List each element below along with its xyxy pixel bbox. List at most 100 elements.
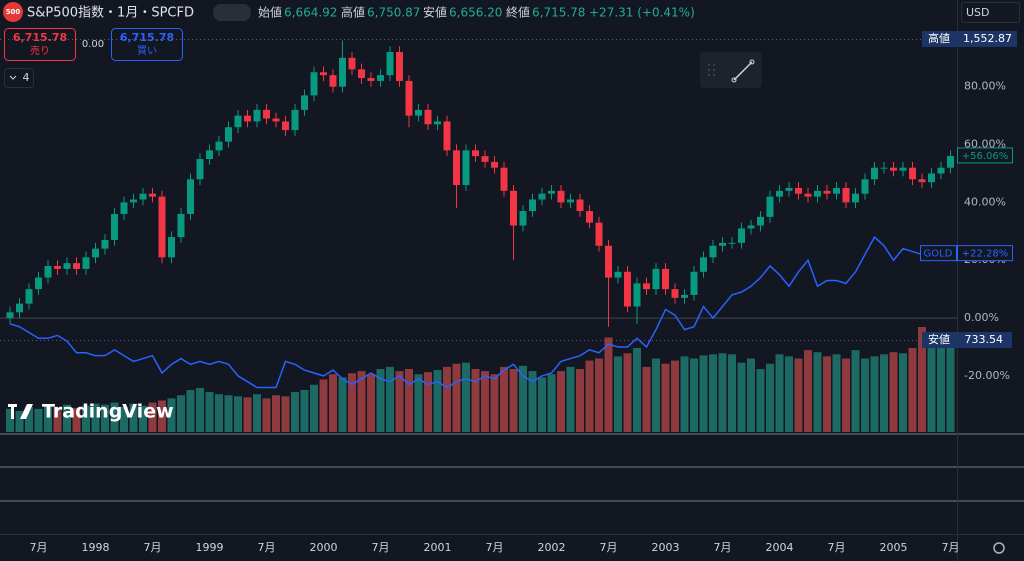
candle-body <box>253 109 261 122</box>
candle-body <box>92 248 99 258</box>
candle-body <box>833 187 840 194</box>
series-last-label: +22.28% <box>962 249 1009 260</box>
candle-body <box>348 57 356 70</box>
volume-bar <box>937 335 945 432</box>
candle-body <box>44 266 52 278</box>
volume-bar <box>585 360 594 432</box>
candle-body <box>386 52 394 76</box>
volume-bar <box>158 400 166 432</box>
candle-body <box>909 167 916 180</box>
volume-bar <box>718 353 727 432</box>
candle-body <box>6 312 14 319</box>
volume-bar <box>899 353 907 432</box>
symbol-logo[interactable] <box>3 2 23 22</box>
drawing-toolbar[interactable] <box>700 52 762 88</box>
volume-bar <box>91 403 100 432</box>
candle-body <box>633 283 641 307</box>
volume-bar <box>804 350 812 432</box>
volume-bar <box>272 395 280 432</box>
candle-body <box>567 199 574 203</box>
symbol-title[interactable]: S&P500指数・1月・SPCFD <box>27 6 194 21</box>
buy-price: 6,715.78 <box>120 31 174 44</box>
volume-bar <box>709 354 717 432</box>
candle-body <box>757 216 764 226</box>
volume-bar <box>82 405 90 432</box>
sell-button[interactable] <box>4 28 76 61</box>
change: +27.31 (+0.41%) <box>589 6 695 20</box>
candle-body <box>643 283 650 290</box>
high-marker-value: 1,552.87 <box>963 32 1012 45</box>
x-tick-label: 7月 <box>714 541 732 554</box>
series-name: GOLD <box>924 249 953 260</box>
volume-bar <box>623 353 632 432</box>
watermark-icon <box>11 404 14 419</box>
candle-body <box>586 211 593 223</box>
candle-body <box>538 193 546 200</box>
candle-body <box>339 57 346 87</box>
volume-bar <box>652 358 660 432</box>
watermark-icon <box>20 404 33 419</box>
candle-body <box>671 289 679 298</box>
volume-bar <box>642 366 651 432</box>
volume-bar <box>53 406 62 432</box>
volume-bar <box>889 352 898 432</box>
candle-body <box>472 150 479 157</box>
candle-body <box>899 167 907 171</box>
candle-body <box>424 109 432 125</box>
low-marker-value: 733.54 <box>965 333 1004 346</box>
candle-body <box>738 228 745 243</box>
candle-body <box>367 78 375 81</box>
low-marker-box <box>922 332 957 348</box>
candle-body <box>396 52 403 81</box>
candle-body <box>614 271 622 278</box>
candle-body <box>434 121 441 125</box>
volume-bar <box>443 366 451 432</box>
volume-bar <box>490 374 499 432</box>
trend-line-icon[interactable] <box>733 61 753 81</box>
candle-body <box>652 268 660 290</box>
volume-bar <box>908 348 917 432</box>
candle-body <box>415 109 422 116</box>
volume-bar <box>110 402 119 432</box>
indicators-count: 4 <box>23 71 30 84</box>
volume-bar <box>167 398 176 432</box>
volume-bar <box>139 405 147 432</box>
volume-bar <box>519 365 527 432</box>
volume-bar <box>671 360 679 432</box>
x-tick-label: 2002 <box>538 541 566 554</box>
volume-bar <box>576 369 584 432</box>
volume-bar <box>946 332 955 432</box>
volume-bar <box>300 390 309 432</box>
candle-body <box>73 263 80 269</box>
volume-bar <box>595 358 603 432</box>
candle-body <box>272 118 280 122</box>
x-tick-label: 7月 <box>600 541 618 554</box>
candle-body <box>871 167 878 180</box>
candle-body <box>358 69 365 79</box>
candle-body <box>709 245 717 258</box>
x-tick-label: 7月 <box>942 541 960 554</box>
volume-bar <box>291 392 299 432</box>
currency-button[interactable] <box>961 2 1020 23</box>
indicators-toggle[interactable] <box>4 68 34 88</box>
icon-dot <box>749 59 755 65</box>
volume-bar <box>481 371 489 432</box>
volume-bar <box>129 403 138 432</box>
candle-body <box>500 167 508 191</box>
toggle[interactable] <box>213 4 251 21</box>
buy-button[interactable] <box>111 28 183 61</box>
y-tick-label: 60.00% <box>964 138 1006 151</box>
candle-body <box>244 115 251 122</box>
candle-body <box>728 242 736 244</box>
settings-icon[interactable] <box>993 542 1005 554</box>
candle-body <box>130 199 137 203</box>
x-tick-label: 1999 <box>196 541 224 554</box>
volume-bar <box>338 377 347 432</box>
volume-bar <box>72 407 81 432</box>
volume-bar <box>661 363 670 432</box>
candle-body <box>576 199 584 212</box>
sell-price: 6,715.78 <box>13 31 67 44</box>
volume-bar <box>471 369 480 432</box>
